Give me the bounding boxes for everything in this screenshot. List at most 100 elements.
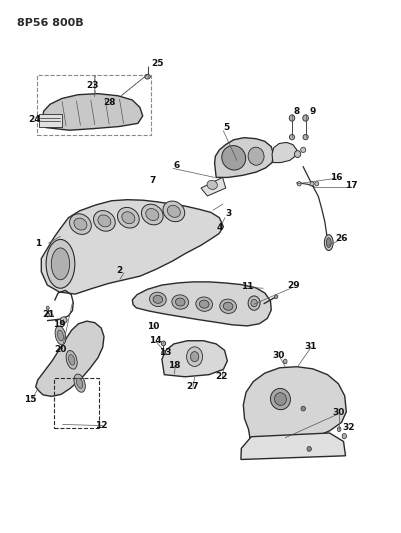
Ellipse shape xyxy=(122,212,134,224)
Ellipse shape xyxy=(74,218,87,230)
Ellipse shape xyxy=(144,74,150,79)
Ellipse shape xyxy=(172,295,188,309)
Ellipse shape xyxy=(302,134,308,140)
Text: 8: 8 xyxy=(293,107,299,116)
Text: 18: 18 xyxy=(167,361,180,369)
Ellipse shape xyxy=(247,147,263,165)
Polygon shape xyxy=(200,177,225,196)
Text: 31: 31 xyxy=(304,342,316,351)
Ellipse shape xyxy=(195,297,212,311)
Ellipse shape xyxy=(302,115,308,121)
Ellipse shape xyxy=(175,298,184,306)
Text: 7: 7 xyxy=(149,176,155,185)
Ellipse shape xyxy=(60,317,67,323)
Ellipse shape xyxy=(296,182,300,186)
Ellipse shape xyxy=(326,238,330,247)
Polygon shape xyxy=(162,341,227,377)
Ellipse shape xyxy=(190,352,198,362)
Ellipse shape xyxy=(341,433,346,439)
Ellipse shape xyxy=(57,330,63,341)
Ellipse shape xyxy=(288,115,294,121)
Ellipse shape xyxy=(294,151,300,158)
Ellipse shape xyxy=(161,341,165,346)
Ellipse shape xyxy=(273,295,277,298)
Ellipse shape xyxy=(167,205,180,217)
Text: 26: 26 xyxy=(334,235,347,244)
Bar xyxy=(54,378,99,427)
Ellipse shape xyxy=(207,180,217,189)
Ellipse shape xyxy=(51,248,69,280)
Bar xyxy=(37,75,151,135)
Text: 23: 23 xyxy=(86,80,98,90)
Text: 27: 27 xyxy=(185,382,198,391)
Ellipse shape xyxy=(153,295,162,303)
Ellipse shape xyxy=(46,239,75,288)
Ellipse shape xyxy=(309,182,313,186)
Polygon shape xyxy=(240,433,344,459)
Text: 17: 17 xyxy=(344,181,356,190)
Text: 6: 6 xyxy=(174,161,180,170)
Ellipse shape xyxy=(274,393,286,406)
Text: 8P56 800B: 8P56 800B xyxy=(17,18,84,28)
Ellipse shape xyxy=(283,359,286,364)
Text: 29: 29 xyxy=(287,281,299,290)
Text: 19: 19 xyxy=(53,320,65,329)
Text: 5: 5 xyxy=(223,123,229,132)
Polygon shape xyxy=(43,94,142,130)
Bar xyxy=(39,114,62,126)
Ellipse shape xyxy=(223,302,232,310)
Text: 30: 30 xyxy=(272,351,284,360)
Ellipse shape xyxy=(66,351,77,369)
Polygon shape xyxy=(214,138,273,177)
Text: 30: 30 xyxy=(332,408,344,417)
Ellipse shape xyxy=(314,182,318,186)
Ellipse shape xyxy=(74,374,85,392)
Ellipse shape xyxy=(336,427,340,432)
Ellipse shape xyxy=(324,235,332,251)
Ellipse shape xyxy=(221,146,245,170)
Polygon shape xyxy=(36,321,104,397)
Polygon shape xyxy=(271,142,296,163)
Ellipse shape xyxy=(93,211,115,231)
Ellipse shape xyxy=(199,300,209,308)
Ellipse shape xyxy=(68,354,75,365)
Ellipse shape xyxy=(141,204,163,225)
Text: 1: 1 xyxy=(35,239,41,248)
Text: 14: 14 xyxy=(148,336,161,345)
Ellipse shape xyxy=(250,300,257,307)
Text: 28: 28 xyxy=(103,98,116,107)
Ellipse shape xyxy=(247,296,259,310)
Text: 12: 12 xyxy=(95,421,107,430)
Text: 21: 21 xyxy=(42,310,55,319)
Text: 16: 16 xyxy=(329,173,341,182)
Ellipse shape xyxy=(76,378,83,389)
Ellipse shape xyxy=(161,350,165,354)
Text: 25: 25 xyxy=(151,60,164,68)
Text: 3: 3 xyxy=(225,209,231,218)
Text: 24: 24 xyxy=(28,115,41,124)
Text: 13: 13 xyxy=(158,349,171,358)
Ellipse shape xyxy=(300,406,305,411)
Ellipse shape xyxy=(289,134,294,140)
Text: 2: 2 xyxy=(116,266,122,275)
Ellipse shape xyxy=(300,147,305,152)
Polygon shape xyxy=(132,282,271,326)
Ellipse shape xyxy=(46,313,49,317)
Ellipse shape xyxy=(306,447,311,451)
Ellipse shape xyxy=(219,299,236,313)
Ellipse shape xyxy=(97,215,111,227)
Ellipse shape xyxy=(117,207,139,228)
Text: 4: 4 xyxy=(217,223,223,232)
Ellipse shape xyxy=(149,292,166,306)
Ellipse shape xyxy=(69,214,91,235)
Ellipse shape xyxy=(186,347,202,367)
Text: 9: 9 xyxy=(309,107,315,116)
Polygon shape xyxy=(243,367,345,443)
Polygon shape xyxy=(41,200,223,294)
Ellipse shape xyxy=(46,306,49,310)
Ellipse shape xyxy=(162,201,184,222)
Text: 11: 11 xyxy=(240,282,253,291)
Text: 20: 20 xyxy=(54,345,67,354)
Ellipse shape xyxy=(146,208,158,221)
Text: 10: 10 xyxy=(146,322,159,331)
